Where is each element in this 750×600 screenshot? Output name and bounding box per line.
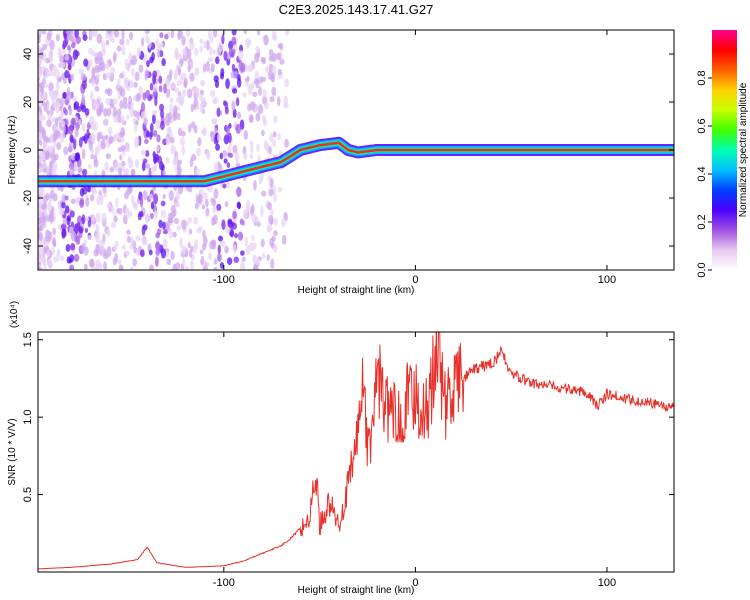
colorbar-tick-label: 0.8 [696,70,708,85]
spectrogram-y-tick-label: 0 [22,147,34,153]
page-title: C2E3.2025.143.17.41.G27 [279,2,434,17]
colorbar-tick-label: 0.0 [696,262,708,277]
snr-x-tick-label: -100 [213,577,235,589]
snr-ticks: -100 0 100 0.5 1.0 1.5 [22,332,674,589]
spectrogram-y-tick-label: -40 [22,238,34,254]
spectrogram-ridge-layer [38,136,674,188]
colorbar-title: Normalized spectral amplitude [738,82,749,217]
spectrogram-y-axis-title: Frequency (Hz) [7,116,18,185]
snr-x-tick-label: 100 [598,577,616,589]
ridge-core [38,141,674,183]
colorbar-fill [712,30,737,270]
spectrogram-y-tick-label: 40 [22,48,34,60]
snr-line-layer [38,332,674,570]
colorbar: 0.0 0.2 0.4 0.6 0.8 Normalized spectral ampl… [696,30,749,278]
spectrogram-ticks: -100 0 100 -40 -20 0 20 40 [22,30,674,286]
colorbar-tick-label: 0.6 [696,118,708,133]
snr-y-tick-label: 1.0 [22,410,34,425]
spectrogram-y-tick-label: -20 [22,190,34,206]
spectrogram-x-axis-title: Height of straight line (km) [298,285,415,296]
colorbar-tick-label: 0.4 [696,166,708,181]
spectrogram-x-tick-label: 0 [412,274,418,286]
spectrogram-x-tick-label: 100 [598,274,616,286]
spectrogram-panel: -100 0 100 -40 -20 0 20 40 Height of straight l… [7,29,675,296]
spectrogram-x-tick-label: -100 [213,274,235,286]
snr-series-line [38,332,674,570]
colorbar-tick-label: 0.2 [696,214,708,229]
snr-panel: -100 0 100 0.5 1.0 1.5 Height of straight lin… [7,301,675,596]
spectrogram-y-tick-label: 20 [22,96,34,108]
snr-y-axis-title: SNR (10 * V/V) [7,418,18,485]
snr-x-tick-label: 0 [412,577,418,589]
snr-frame [37,331,675,573]
snr-y-tick-label: 1.5 [22,332,34,347]
snr-y-tick-label: 0.5 [22,487,34,502]
colorbar-ticks: 0.0 0.2 0.4 0.6 0.8 [696,70,712,278]
snr-x-axis-title: Height of straight line (km) [298,585,415,596]
snr-y-scale-label: (x10⁴) [9,301,20,328]
